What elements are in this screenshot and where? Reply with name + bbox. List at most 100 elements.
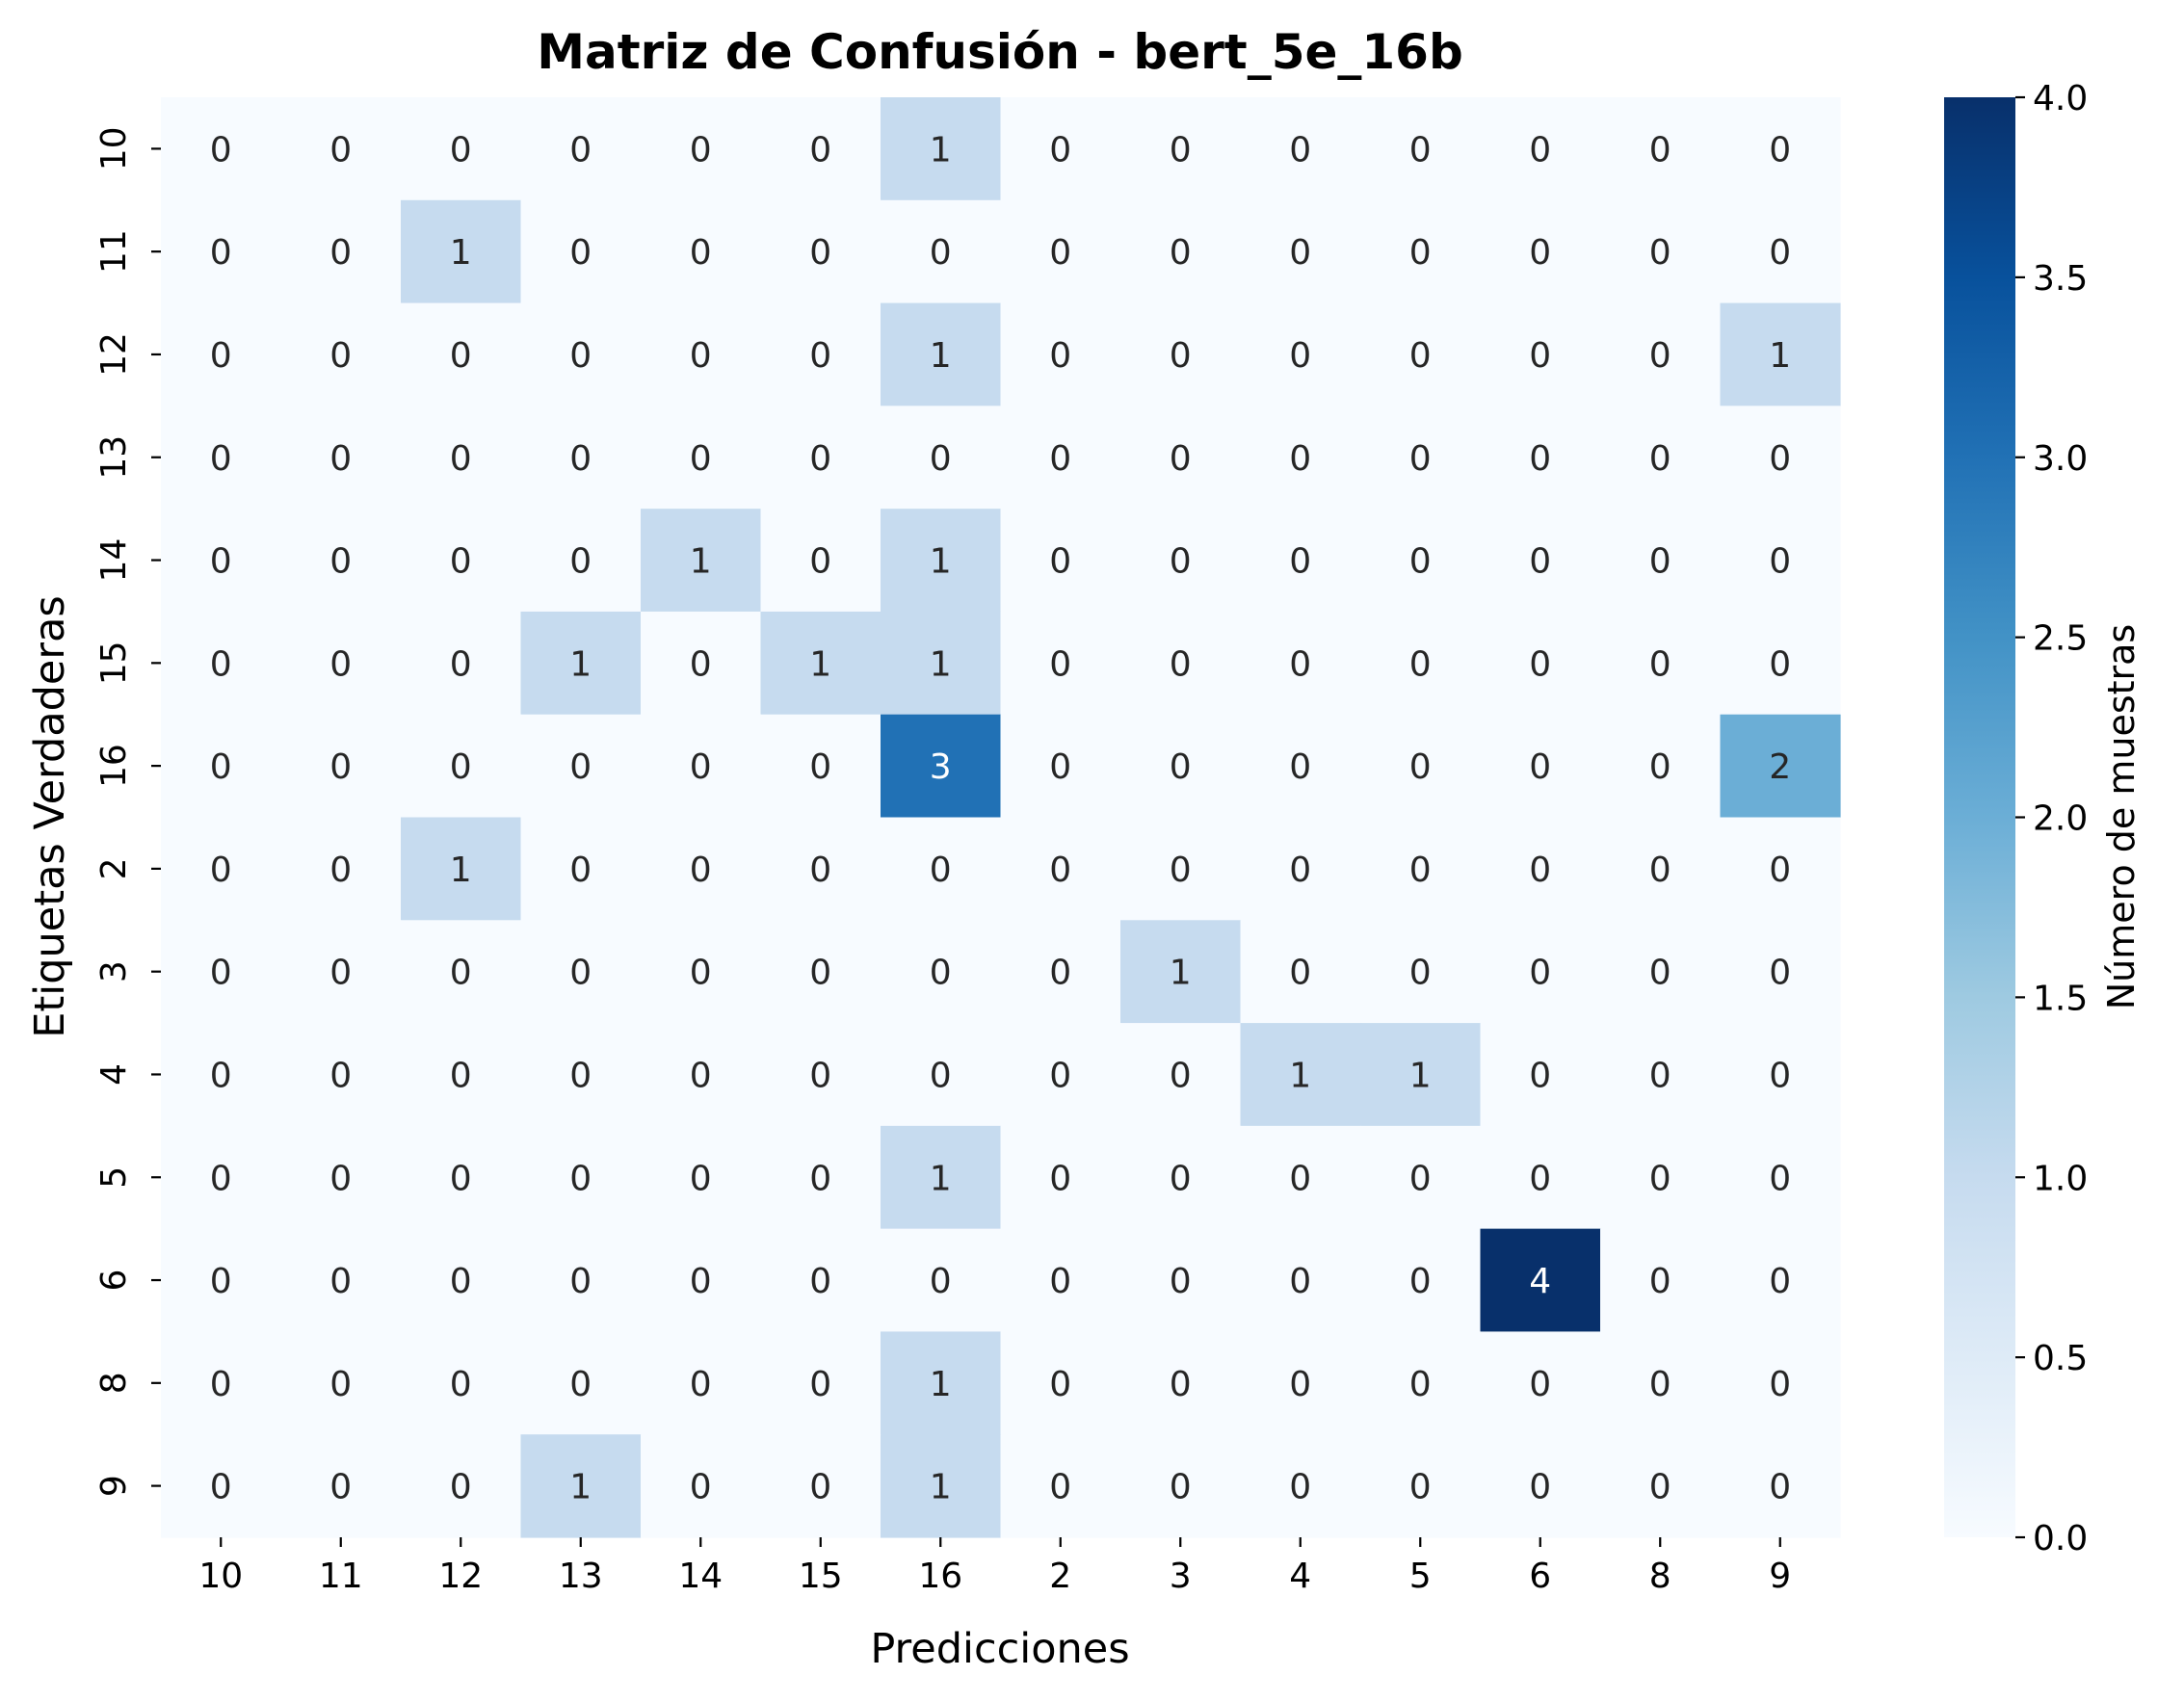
cell-value-label: 0 [1409, 439, 1432, 479]
heatmap-cell [401, 406, 522, 510]
cell-value-label: 0 [1649, 747, 1671, 787]
heatmap-cell [641, 817, 762, 921]
heatmap-cell [280, 302, 402, 406]
cell-value-label: 0 [1289, 439, 1311, 479]
heatmap-cell [520, 406, 642, 510]
cell-value-label: 0 [930, 954, 952, 993]
heatmap-cell [760, 920, 881, 1024]
cell-value-label: 0 [569, 851, 592, 890]
cell-value-label: 0 [1170, 1468, 1192, 1507]
y-tick-label: 12 [94, 332, 134, 377]
heatmap-cell [520, 611, 642, 716]
cell-value-label: 0 [329, 1159, 352, 1198]
heatmap-cell [760, 302, 881, 406]
heatmap-cell [1120, 817, 1242, 921]
colorbar-tick-label: 4.0 [2033, 79, 2088, 118]
heatmap-cell [1720, 714, 1841, 819]
heatmap-cell [881, 1434, 1002, 1538]
heatmap-cell [1120, 920, 1242, 1024]
cell-value-label: 4 [1529, 1262, 1551, 1301]
heatmap-cell [641, 199, 762, 304]
cell-value-label: 0 [1289, 1159, 1311, 1198]
heatmap-cell [1720, 97, 1841, 201]
heatmap-cell [1600, 1434, 1722, 1538]
cell-value-label: 0 [210, 542, 232, 582]
heatmap-cell [1480, 714, 1601, 819]
cell-value-label: 0 [1409, 954, 1432, 993]
cell-value-label: 0 [809, 1365, 831, 1404]
cell-value-label: 0 [809, 130, 831, 170]
cell-value-label: 0 [930, 1262, 952, 1301]
cell-value-label: 0 [1289, 233, 1311, 273]
cell-value-label: 0 [1649, 954, 1671, 993]
cell-value-label: 0 [1049, 336, 1071, 376]
heatmap-cell [1600, 1228, 1722, 1333]
y-tick-label: 9 [94, 1475, 134, 1497]
heatmap-cell [280, 1125, 402, 1230]
heatmap-cell [760, 1228, 881, 1333]
cell-value-label: 0 [569, 954, 592, 993]
cell-value-label: 0 [690, 1468, 712, 1507]
cell-value-label: 1 [1769, 336, 1791, 376]
cell-value-label: 0 [930, 851, 952, 890]
heatmap-cell [1000, 817, 1121, 921]
cell-value-label: 0 [450, 542, 472, 582]
cell-value-label: 0 [930, 1056, 952, 1095]
cell-value-label: 0 [1769, 851, 1791, 890]
heatmap-cell [1000, 302, 1121, 406]
cell-value-label: 1 [930, 644, 952, 684]
cell-value-label: 0 [1049, 1262, 1071, 1301]
cell-value-label: 1 [809, 644, 831, 684]
cell-value-label: 1 [930, 336, 952, 376]
heatmap-cell [760, 509, 881, 613]
heatmap-cell [1600, 199, 1722, 304]
cell-value-label: 0 [1170, 1056, 1192, 1095]
heatmap-cell [1120, 714, 1242, 819]
cell-value-label: 0 [210, 1056, 232, 1095]
cell-value-label: 0 [450, 130, 472, 170]
cell-value-label: 0 [569, 1262, 592, 1301]
cell-value-label: 0 [1049, 1468, 1071, 1507]
y-tick-label: 14 [94, 538, 134, 583]
cell-value-label: 0 [210, 1468, 232, 1507]
cell-value-label: 0 [690, 1159, 712, 1198]
cell-value-label: 0 [1529, 336, 1551, 376]
cell-value-label: 0 [1170, 542, 1192, 582]
cell-value-label: 0 [1409, 747, 1432, 787]
heatmap-cell [881, 1331, 1002, 1435]
heatmap-cell [1480, 1331, 1601, 1435]
cell-value-label: 0 [809, 954, 831, 993]
heatmap-cell [401, 509, 522, 613]
y-tick-label: 2 [94, 857, 134, 879]
heatmap-cell [1000, 406, 1121, 510]
cell-value-label: 0 [930, 439, 952, 479]
heatmap-cell [881, 920, 1002, 1024]
heatmap-cell [641, 1125, 762, 1230]
heatmap-cell [641, 1228, 762, 1333]
heatmap-cell [1240, 920, 1361, 1024]
heatmap-cell [1600, 302, 1722, 406]
heatmap-cell [881, 302, 1002, 406]
heatmap-cell [881, 611, 1002, 716]
heatmap-cell [280, 1331, 402, 1435]
heatmap-cell [1240, 1434, 1361, 1538]
heatmap-cell [280, 611, 402, 716]
x-tick-label: 10 [198, 1557, 243, 1596]
heatmap-cell [641, 406, 762, 510]
cell-value-label: 0 [809, 542, 831, 582]
heatmap-cell [1480, 302, 1601, 406]
cell-value-label: 0 [1769, 130, 1791, 170]
heatmap-cell [1240, 199, 1361, 304]
heatmap-cell [1600, 97, 1722, 201]
heatmap-cell [1360, 611, 1482, 716]
cell-value-label: 1 [930, 542, 952, 582]
cell-value-label: 0 [1529, 747, 1551, 787]
cell-value-label: 0 [1289, 542, 1311, 582]
heatmap-cell [520, 714, 642, 819]
heatmap-cell [1720, 509, 1841, 613]
heatmap-cell [401, 1023, 522, 1127]
heatmap-cell [520, 302, 642, 406]
heatmap-cell [1600, 1331, 1722, 1435]
